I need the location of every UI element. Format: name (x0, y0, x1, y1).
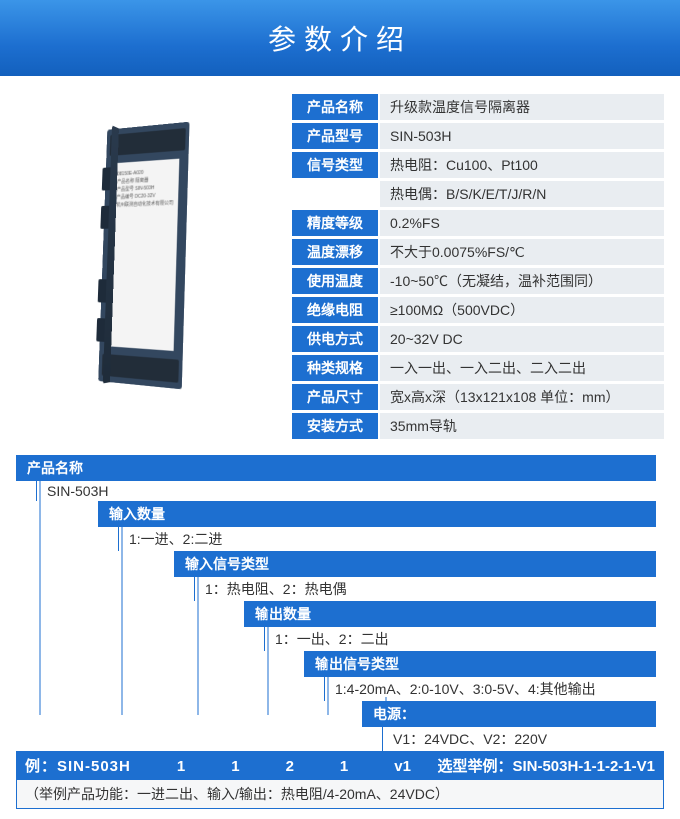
device-label: 08150E-A020产品名称 隔离器产品型号 SIN-503H产品编号 DC2… (108, 159, 180, 351)
sel-body: 1:一进、2:二进 (118, 527, 664, 551)
example-note: （举例产品功能：一进二出、输入/输出：热电阻/4-20mA、24VDC） (16, 780, 664, 809)
sel-body: SIN-503H (36, 481, 664, 501)
product-image: 08150E-A020产品名称 隔离器产品型号 SIN-503H产品编号 DC2… (8, 94, 278, 414)
spec-row: 温度漂移 不大于0.0075%FS/℃ (292, 239, 664, 265)
spec-row: 安装方式 35mm导轨 (292, 413, 664, 439)
spec-value: 热电偶：B/S/K/E/T/J/R/N (380, 181, 664, 207)
spec-row: 供电方式 20~32V DC (292, 326, 664, 352)
spec-label: 产品名称 (292, 94, 378, 120)
spec-table: 产品名称 升级款温度信号隔离器 产品型号 SIN-503H 信号类型 热电阻：C… (292, 94, 664, 439)
spec-row: 种类规格 一入一出、一入二出、二入二出 (292, 355, 664, 381)
spec-label-empty (292, 181, 378, 207)
spec-label: 温度漂移 (292, 239, 378, 265)
sel-head: 产品名称 (16, 455, 656, 481)
spec-value: 不大于0.0075%FS/℃ (380, 239, 664, 265)
spec-row: 绝缘电阻 ≥100MΩ（500VDC） (292, 297, 664, 323)
spec-row: 使用温度 -10~50℃（无凝结，温补范围同） (292, 268, 664, 294)
spec-value: 一入一出、一入二出、二入二出 (380, 355, 664, 381)
spec-row: 热电偶：B/S/K/E/T/J/R/N (292, 181, 664, 207)
spec-value: 0.2%FS (380, 210, 664, 236)
spec-value: SIN-503H (380, 123, 664, 149)
spec-value: 20~32V DC (380, 326, 664, 352)
sel-head: 输入信号类型 (174, 551, 656, 577)
spec-label: 使用温度 (292, 268, 378, 294)
sel-body: V1：24VDC、V2：220V (382, 727, 664, 751)
sel-head: 输出数量 (244, 601, 656, 627)
spec-label: 供电方式 (292, 326, 378, 352)
spec-label: 种类规格 (292, 355, 378, 381)
spec-row: 产品尺寸 宽x高x深（13x121x108 单位：mm） (292, 384, 664, 410)
sel-body: 1：一出、2：二出 (264, 627, 664, 651)
spec-value: 35mm导轨 (380, 413, 664, 439)
spec-row: 精度等级 0.2%FS (292, 210, 664, 236)
sel-head: 电源： (362, 701, 656, 727)
spec-label: 安装方式 (292, 413, 378, 439)
device-mock: 08150E-A020产品名称 隔离器产品型号 SIN-503H产品编号 DC2… (98, 122, 190, 390)
spec-label: 产品尺寸 (292, 384, 378, 410)
spec-value: 热电阻：Cu100、Pt100 (380, 152, 664, 178)
spec-value: 宽x高x深（13x121x108 单位：mm） (380, 384, 664, 410)
spec-row: 信号类型 热电阻：Cu100、Pt100 (292, 152, 664, 178)
selection-guide: 产品名称SIN-503H输入数量1:一进、2:二进输入信号类型1：热电阻、2：热… (0, 449, 680, 819)
spec-label: 精度等级 (292, 210, 378, 236)
top-section: 08150E-A020产品名称 隔离器产品型号 SIN-503H产品编号 DC2… (0, 76, 680, 449)
sel-head: 输出信号类型 (304, 651, 656, 677)
spec-value: -10~50℃（无凝结，温补范围同） (380, 268, 664, 294)
spec-value: 升级款温度信号隔离器 (380, 94, 664, 120)
spec-row: 产品型号 SIN-503H (292, 123, 664, 149)
spec-row: 产品名称 升级款温度信号隔离器 (292, 94, 664, 120)
sel-body: 1:4-20mA、2:0-10V、3:0-5V、4:其他输出 (324, 677, 664, 701)
spec-label: 产品型号 (292, 123, 378, 149)
spec-label: 信号类型 (292, 152, 378, 178)
page-header: 参数介绍 (0, 0, 680, 76)
spec-value: ≥100MΩ（500VDC） (380, 297, 664, 323)
sel-head: 输入数量 (98, 501, 656, 527)
spec-label: 绝缘电阻 (292, 297, 378, 323)
sel-body: 1：热电阻、2：热电偶 (194, 577, 664, 601)
